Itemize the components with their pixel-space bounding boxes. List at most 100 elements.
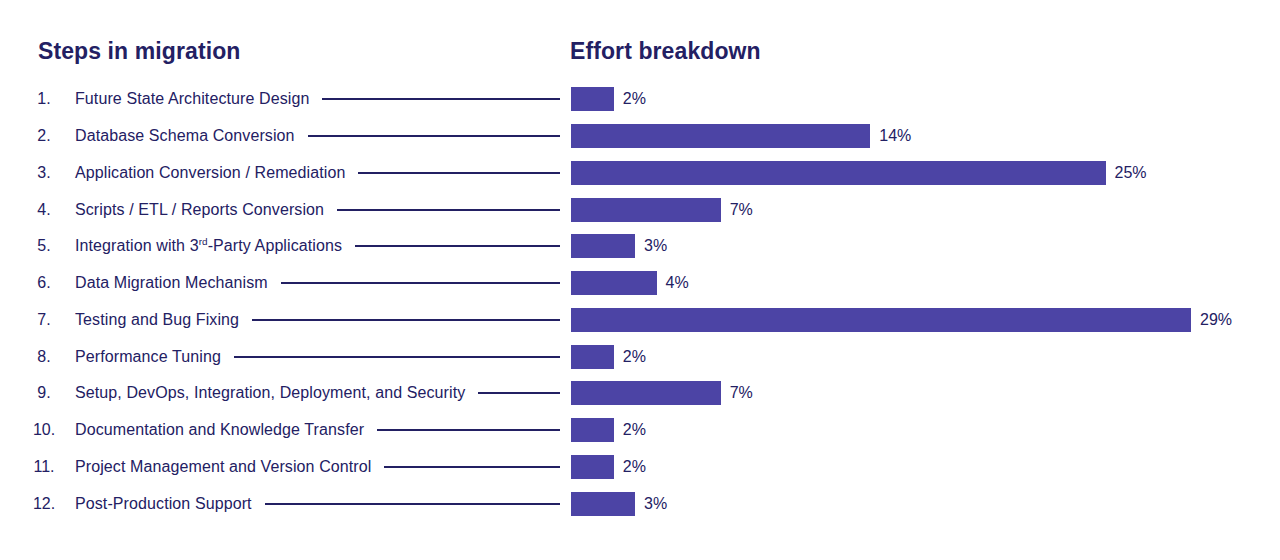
step-entry: 10. Documentation and Knowledge Transfer [0, 412, 560, 449]
step-label-text: Post-Production Support [75, 495, 252, 512]
effort-bar [571, 381, 721, 405]
effort-bar-group: 2% [571, 449, 1280, 486]
step-entry: 6. Data Migration Mechanism [0, 265, 560, 302]
step-label: Testing and Bug Fixing [75, 311, 239, 329]
step-label-text: Application Conversion / Remediation [75, 164, 345, 181]
effort-value-label: 2% [623, 348, 646, 366]
effort-value-label: 25% [1115, 164, 1147, 182]
step-label: Future State Architecture Design [75, 90, 309, 108]
effort-bar-group: 2% [571, 338, 1280, 375]
step-label: Project Management and Version Control [75, 458, 371, 476]
step-label: Application Conversion / Remediation [75, 164, 345, 182]
chart-row: 1. Future State Architecture Design 2% [0, 81, 1280, 118]
step-number: 7. [32, 311, 56, 329]
effort-bar [571, 271, 657, 295]
step-number: 4. [32, 201, 56, 219]
effort-bar-group: 14% [571, 118, 1280, 155]
effort-bar [571, 234, 635, 258]
step-label-text: Scripts / ETL / Reports Conversion [75, 201, 324, 218]
connector-line [322, 98, 560, 100]
step-label-text: Future State Architecture Design [75, 90, 309, 107]
connector-line [234, 356, 560, 358]
chart-row: 8. Performance Tuning 2% [0, 338, 1280, 375]
connector-line [265, 503, 560, 505]
effort-bar-group: 4% [571, 265, 1280, 302]
step-entry: 5. Integration with 3rd-Party Applicatio… [0, 228, 560, 265]
connector-line [358, 172, 560, 174]
connector-line [377, 429, 560, 431]
effort-value-label: 4% [666, 274, 689, 292]
chart-row: 9. Setup, DevOps, Integration, Deploymen… [0, 375, 1280, 412]
connector-line [252, 319, 560, 321]
step-entry: 11. Project Management and Version Contr… [0, 449, 560, 486]
effort-value-label: 3% [644, 495, 667, 513]
effort-bar [571, 124, 870, 148]
step-label-superscript: rd [199, 236, 208, 247]
effort-bar [571, 455, 614, 479]
step-entry: 12. Post-Production Support [0, 485, 560, 522]
step-label-text: Setup, DevOps, Integration, Deployment, … [75, 384, 465, 401]
chart-rows: 1. Future State Architecture Design 2% 2… [0, 81, 1280, 522]
step-label-text: Documentation and Knowledge Transfer [75, 421, 364, 438]
effort-bar-group: 2% [571, 412, 1280, 449]
effort-section-title: Effort breakdown [570, 38, 761, 65]
chart-row: 4. Scripts / ETL / Reports Conversion 7% [0, 191, 1280, 228]
step-number: 12. [32, 495, 56, 513]
effort-bar [571, 308, 1191, 332]
chart-row: 2. Database Schema Conversion 14% [0, 118, 1280, 155]
step-entry: 1. Future State Architecture Design [0, 81, 560, 118]
effort-value-label: 3% [644, 237, 667, 255]
step-number: 9. [32, 384, 56, 402]
effort-bar-group: 7% [571, 375, 1280, 412]
effort-bar-group: 7% [571, 191, 1280, 228]
step-entry: 4. Scripts / ETL / Reports Conversion [0, 191, 560, 228]
step-label-text: Testing and Bug Fixing [75, 311, 239, 328]
migration-effort-chart: Steps in migration Effort breakdown 1. F… [0, 0, 1280, 560]
step-label-text: Data Migration Mechanism [75, 274, 268, 291]
step-entry: 2. Database Schema Conversion [0, 118, 560, 155]
effort-bar-group: 29% [571, 302, 1280, 339]
step-entry: 8. Performance Tuning [0, 338, 560, 375]
step-number: 10. [32, 421, 56, 439]
effort-bar-group: 25% [571, 155, 1280, 192]
step-entry: 7. Testing and Bug Fixing [0, 302, 560, 339]
chart-row: 7. Testing and Bug Fixing 29% [0, 302, 1280, 339]
effort-value-label: 14% [879, 127, 911, 145]
steps-section-title: Steps in migration [38, 38, 240, 65]
chart-row: 3. Application Conversion / Remediation … [0, 155, 1280, 192]
step-label: Integration with 3rd-Party Applications [75, 237, 342, 255]
effort-bar [571, 87, 614, 111]
effort-bar [571, 161, 1106, 185]
effort-bar-group: 3% [571, 228, 1280, 265]
chart-row: 5. Integration with 3rd-Party Applicatio… [0, 228, 1280, 265]
step-label-text: Project Management and Version Control [75, 458, 371, 475]
effort-value-label: 7% [730, 384, 753, 402]
effort-value-label: 2% [623, 90, 646, 108]
effort-bar [571, 198, 721, 222]
step-number: 2. [32, 127, 56, 145]
step-label: Documentation and Knowledge Transfer [75, 421, 364, 439]
step-label: Setup, DevOps, Integration, Deployment, … [75, 384, 465, 402]
step-label: Scripts / ETL / Reports Conversion [75, 201, 324, 219]
connector-line [281, 282, 560, 284]
connector-line [308, 135, 560, 137]
step-label: Data Migration Mechanism [75, 274, 268, 292]
effort-bar-group: 2% [571, 81, 1280, 118]
connector-line [337, 209, 560, 211]
connector-line [384, 466, 560, 468]
connector-line [355, 245, 560, 247]
connector-line [478, 392, 560, 394]
step-entry: 3. Application Conversion / Remediation [0, 155, 560, 192]
step-number: 5. [32, 237, 56, 255]
chart-row: 10. Documentation and Knowledge Transfer… [0, 412, 1280, 449]
step-number: 3. [32, 164, 56, 182]
effort-value-label: 2% [623, 458, 646, 476]
effort-value-label: 7% [730, 201, 753, 219]
chart-row: 11. Project Management and Version Contr… [0, 449, 1280, 486]
step-label-text: Integration with 3 [75, 237, 199, 254]
step-number: 11. [32, 458, 56, 476]
step-label-text: Database Schema Conversion [75, 127, 295, 144]
effort-value-label: 2% [623, 421, 646, 439]
effort-bar [571, 418, 614, 442]
effort-bar-group: 3% [571, 485, 1280, 522]
